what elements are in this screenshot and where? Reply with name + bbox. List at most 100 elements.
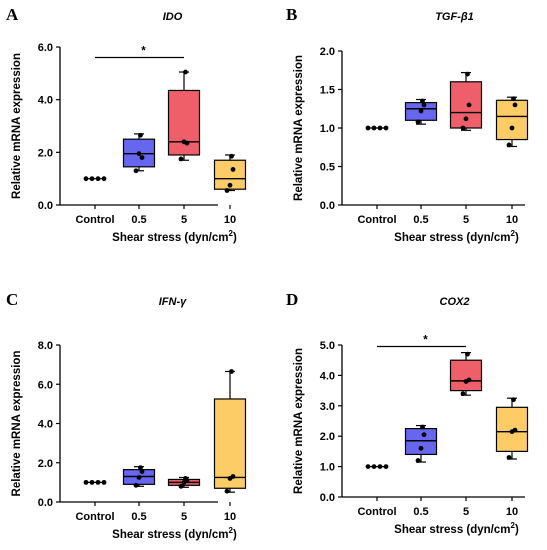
box-10	[213, 153, 247, 193]
data-point	[101, 176, 107, 182]
y-axis-label: Relative mRNA expression	[11, 53, 23, 199]
box-control	[83, 479, 107, 485]
data-point	[83, 176, 89, 182]
data-point	[224, 488, 230, 494]
data-point	[83, 479, 89, 485]
data-point	[512, 102, 518, 108]
y-tick-label: 0.5	[320, 162, 335, 174]
data-point	[139, 155, 145, 161]
data-point	[463, 116, 469, 122]
data-point	[138, 465, 143, 471]
x-axis-label-end: )	[233, 232, 237, 244]
data-point	[420, 424, 425, 430]
y-tick-label: 0.0	[38, 497, 53, 509]
box-10	[495, 96, 529, 148]
x-tick-label: Control	[75, 214, 114, 226]
x-tick-label: Control	[357, 506, 396, 518]
panel-letter: B	[286, 5, 297, 24]
box-0-5	[404, 98, 438, 125]
chart-title: IDO	[163, 11, 183, 23]
x-tick-label: 5	[463, 214, 469, 226]
panel-letter: D	[286, 290, 298, 309]
data-point	[101, 479, 107, 485]
data-point	[229, 369, 234, 374]
data-point	[418, 108, 424, 114]
y-tick-label: 4.0	[38, 95, 53, 107]
box-control	[365, 125, 389, 131]
box-iqr	[495, 99, 529, 141]
data-point	[95, 176, 101, 182]
data-point	[133, 482, 139, 488]
data-point	[421, 102, 427, 108]
chart-title: COX2	[440, 296, 470, 308]
y-tick-label: 4.0	[320, 370, 335, 382]
data-point	[95, 479, 101, 485]
panel-a: A IDO 0.0 2.0 4.0 6.0 Control 0.5 5 10 Relative mR…	[6, 5, 247, 244]
x-axis-label-main: Shear stress (dyn/cm	[112, 232, 228, 244]
data-point	[506, 455, 512, 460]
data-point	[506, 142, 512, 148]
y-tick-label: 1.0	[320, 462, 335, 474]
data-point	[511, 397, 516, 403]
data-point	[460, 125, 466, 131]
x-axis-label-main: Shear stress (dyn/cm	[112, 529, 228, 541]
data-point	[183, 69, 188, 75]
y-tick-label: 2.0	[320, 46, 335, 58]
data-point	[371, 464, 377, 469]
x-axis-label: Shear stress (dyn/cm2)	[394, 229, 519, 244]
box-10	[495, 397, 529, 460]
data-point	[465, 351, 470, 357]
significance-star: *	[141, 46, 146, 58]
chart-title: IFN-γ	[159, 296, 187, 308]
y-tick-label: 5.0	[320, 340, 335, 352]
x-axis-label-sup: 2	[511, 521, 516, 530]
data-point	[460, 391, 466, 397]
data-point	[229, 153, 234, 159]
y-tick-label: 0.0	[320, 200, 335, 212]
box-5	[167, 476, 201, 489]
box-control	[365, 464, 389, 469]
data-point	[89, 479, 95, 485]
box-iqr	[495, 406, 529, 453]
x-axis-label-sup: 2	[229, 229, 234, 238]
y-tick-label: 2.0	[320, 431, 335, 443]
data-point	[227, 182, 233, 188]
panel-b: B TGF-β1 0.0 0.5 1.0 1.5 2.0 Control 0.5 5 10 Relat…	[286, 5, 529, 244]
box-5	[449, 351, 483, 397]
x-tick-label: 5	[463, 506, 469, 518]
data-point	[136, 475, 142, 480]
data-point	[377, 125, 383, 131]
x-tick-label: 0.5	[131, 214, 146, 226]
chart-title: TGF-β1	[435, 11, 474, 23]
box-iqr	[449, 359, 483, 392]
x-tick-label: 10	[506, 214, 518, 226]
data-point	[466, 377, 472, 383]
data-point	[89, 176, 95, 182]
data-point	[230, 474, 236, 479]
data-point	[415, 458, 421, 463]
data-point	[371, 125, 377, 131]
data-point	[511, 96, 516, 102]
y-tick-label: 2.0	[38, 147, 53, 159]
x-axis-label: Shear stress (dyn/cm2)	[112, 526, 237, 541]
x-tick-label: 10	[224, 214, 236, 226]
x-tick-label: 0.5	[413, 506, 428, 518]
x-axis-label-main: Shear stress (dyn/cm	[394, 524, 510, 536]
x-axis-label-sup: 2	[229, 526, 234, 535]
x-tick-label: 0.5	[131, 511, 146, 523]
x-axis-label: Shear stress (dyn/cm2)	[394, 521, 519, 536]
box-iqr	[167, 89, 201, 156]
data-point	[383, 464, 389, 469]
x-axis-label-end: )	[515, 232, 519, 244]
x-tick-label: Control	[75, 511, 114, 523]
box-control	[83, 176, 107, 182]
data-point	[365, 464, 371, 469]
y-tick-label: 4.0	[38, 419, 53, 431]
y-tick-label: 1.5	[320, 85, 335, 97]
data-point	[415, 119, 421, 125]
panel-c: C IFN-γ 0.0 2.0 4.0 6.0 8.0 Control 0.5 5 10 Relati…	[6, 290, 247, 541]
box-0-5	[404, 424, 438, 463]
x-axis-label-sup: 2	[511, 229, 516, 238]
x-tick-label: 10	[224, 511, 236, 523]
y-tick-label: 0.0	[320, 492, 335, 504]
